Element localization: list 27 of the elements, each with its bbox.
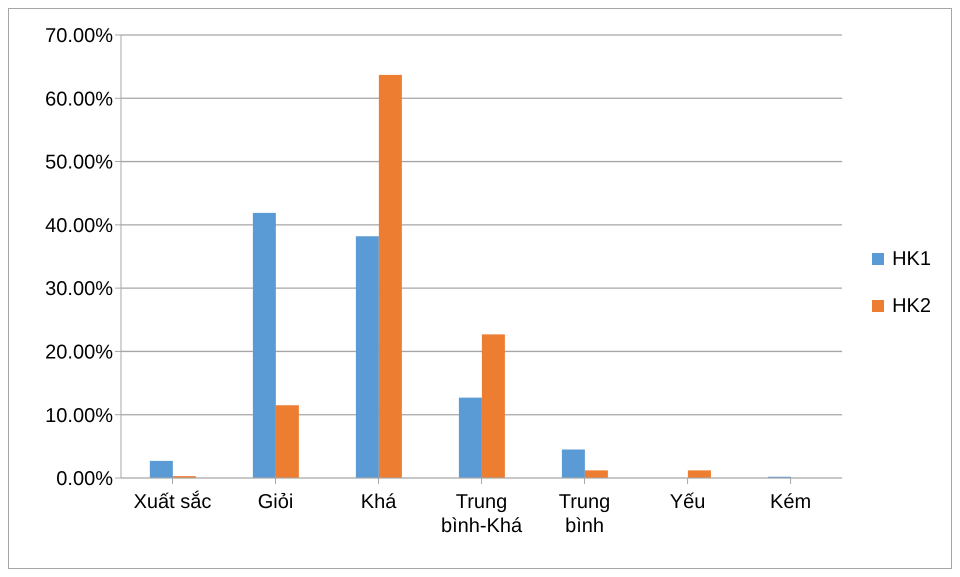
y-tick-label: 60.00% [45,88,114,110]
y-tick-label: 0.00% [56,468,114,490]
bar [276,405,299,478]
x-tick-label: Yếu [670,491,706,513]
bar [562,450,585,478]
x-tick-label: Kém [770,491,812,513]
bar [252,212,276,478]
x-tick-label: Giỏi [258,491,294,513]
bar [458,398,482,478]
x-tick-label: Khá [360,491,398,513]
bar [356,236,379,478]
y-tick-label: 10.00% [45,404,114,427]
y-tick-label: 40.00% [45,214,114,237]
legend-label: HK1 [892,248,931,270]
bar [150,460,173,478]
y-tick-label: 50.00% [45,152,114,174]
x-tick-label: Trung bình-Khá [440,491,524,537]
y-tick-label: 70.00% [45,25,114,48]
x-tick-label: Xuất sắc [134,490,212,513]
legend-label: HK2 [892,294,931,318]
bar [688,470,711,478]
x-tick-label: Trung bình [558,491,610,537]
bar [482,334,505,478]
y-tick-label: 20.00% [45,342,114,364]
bar [584,470,608,478]
y-tick-label: 30.00% [45,278,114,300]
bar [378,74,402,478]
